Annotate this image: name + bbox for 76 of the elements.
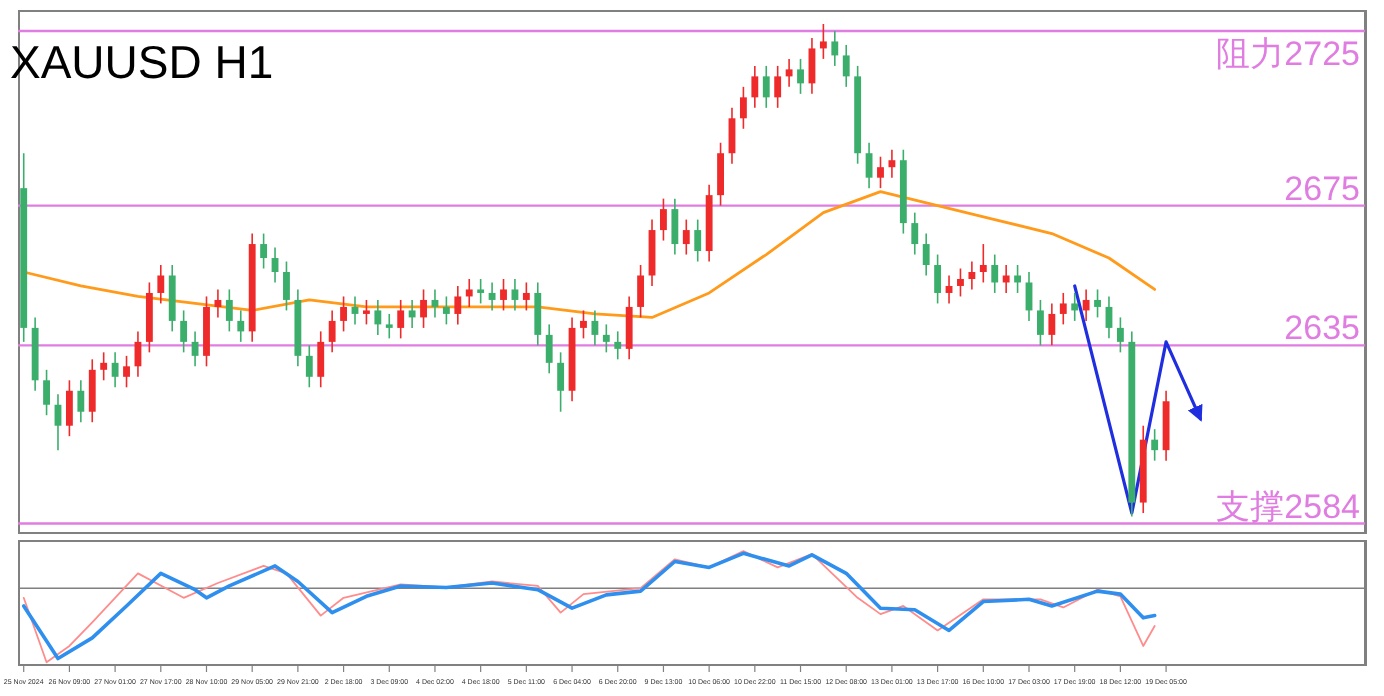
candlestick xyxy=(500,278,507,312)
candlestick xyxy=(477,278,485,305)
candlestick xyxy=(442,295,450,326)
candlestick xyxy=(979,243,987,284)
candlestick xyxy=(43,369,50,417)
candlestick xyxy=(522,281,530,312)
title: XAUUSD H1 xyxy=(10,36,274,88)
candlestick xyxy=(957,267,964,298)
candlestick xyxy=(682,218,690,256)
candlestick xyxy=(157,264,165,305)
candlestick xyxy=(1071,292,1079,322)
candlestick xyxy=(214,288,222,319)
candlestick xyxy=(877,155,884,189)
candlestick xyxy=(408,299,416,329)
candlestick xyxy=(88,358,96,424)
candlestick xyxy=(934,253,942,305)
candlestick xyxy=(602,323,610,354)
candlestick xyxy=(591,309,599,347)
candlestick xyxy=(1002,264,1010,294)
candlestick xyxy=(283,260,290,312)
candlestick xyxy=(614,330,622,361)
candlestick xyxy=(454,285,462,326)
candlestick xyxy=(625,295,633,361)
candlestick xyxy=(168,264,176,333)
candlestick xyxy=(397,299,405,340)
candlestick xyxy=(797,58,804,95)
candlestick xyxy=(671,197,679,256)
candlestick xyxy=(488,281,496,312)
candlestick xyxy=(340,295,347,333)
candlestick xyxy=(465,278,473,308)
candlestick xyxy=(831,30,839,67)
candlestick xyxy=(842,44,850,88)
candlestick xyxy=(374,299,382,336)
candlestick xyxy=(819,23,827,60)
candlestick xyxy=(237,309,245,343)
candlestick xyxy=(1094,288,1101,319)
candlestick xyxy=(317,330,325,389)
candlestick xyxy=(1037,299,1044,347)
candlestick xyxy=(225,288,233,333)
candlestick xyxy=(1048,302,1056,347)
candlestick xyxy=(123,355,130,389)
candlestick xyxy=(557,351,565,413)
candlestick xyxy=(534,281,542,347)
candlestick xyxy=(363,299,370,326)
candlestick xyxy=(100,351,108,382)
candlestick xyxy=(968,260,976,291)
candlestick xyxy=(922,232,930,277)
candlestick xyxy=(637,264,645,319)
candlestick xyxy=(420,288,427,329)
candlestick xyxy=(1014,264,1021,294)
candlestick xyxy=(545,323,553,375)
candlestick xyxy=(328,309,336,354)
candlestick xyxy=(694,218,702,263)
candlestick xyxy=(888,148,896,179)
candlestick xyxy=(717,141,724,207)
candlestick xyxy=(260,232,268,270)
candlestick xyxy=(65,379,73,437)
candlestick xyxy=(1082,288,1090,322)
candlestick xyxy=(180,309,188,354)
candlestick xyxy=(660,197,667,242)
candlestick xyxy=(580,309,587,340)
candlestick xyxy=(739,86,747,130)
candlestick xyxy=(762,65,770,109)
candlestick xyxy=(774,65,782,109)
candlestick xyxy=(1116,316,1124,354)
candlestick xyxy=(1151,428,1159,462)
candlestick xyxy=(751,65,759,109)
candlestick xyxy=(385,313,393,340)
candlestick xyxy=(1059,292,1067,326)
candlestick xyxy=(305,344,313,389)
candlestick xyxy=(511,278,519,312)
candlestick xyxy=(911,211,919,256)
candlestick xyxy=(991,253,999,294)
candlestick xyxy=(111,351,119,389)
candlestick xyxy=(785,58,793,88)
candlestick xyxy=(77,379,85,424)
